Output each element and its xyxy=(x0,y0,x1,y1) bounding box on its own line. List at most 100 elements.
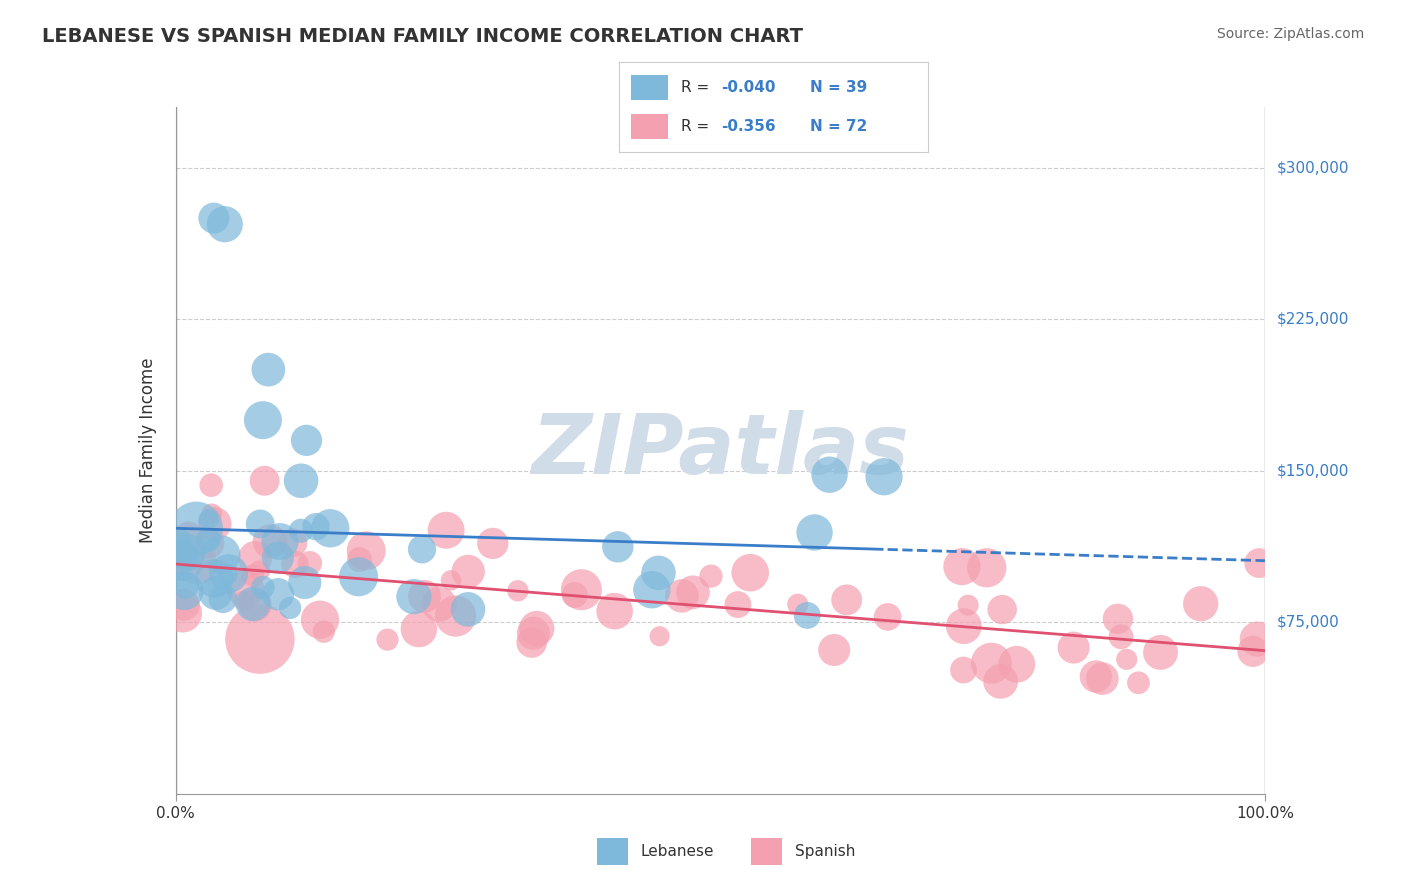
Text: N = 72: N = 72 xyxy=(810,120,868,134)
Point xyxy=(1149,645,1171,659)
Point xyxy=(1063,640,1085,655)
Point xyxy=(440,574,463,588)
Point xyxy=(876,610,898,624)
Point xyxy=(991,602,1014,616)
Point xyxy=(727,598,749,612)
Point xyxy=(252,413,274,427)
Y-axis label: Median Family Income: Median Family Income xyxy=(139,358,157,543)
Point xyxy=(990,674,1012,689)
Point xyxy=(176,545,198,559)
Point xyxy=(950,559,973,574)
FancyBboxPatch shape xyxy=(631,75,668,100)
Text: -0.356: -0.356 xyxy=(721,120,775,134)
Point xyxy=(952,663,974,677)
Point xyxy=(606,540,628,554)
Point xyxy=(402,590,425,604)
Point xyxy=(671,589,693,603)
Point xyxy=(243,551,266,566)
Text: $150,000: $150,000 xyxy=(1277,463,1348,478)
Point xyxy=(1189,597,1212,611)
Point xyxy=(278,601,301,615)
Text: Source: ZipAtlas.com: Source: ZipAtlas.com xyxy=(1216,27,1364,41)
Point xyxy=(1091,672,1114,686)
Point xyxy=(186,558,208,572)
Text: Spanish: Spanish xyxy=(794,845,855,859)
Text: N = 39: N = 39 xyxy=(810,80,868,95)
Text: -0.040: -0.040 xyxy=(721,80,775,95)
Point xyxy=(411,542,433,557)
Point xyxy=(1109,630,1132,644)
Point xyxy=(290,524,312,538)
Point xyxy=(818,467,841,482)
Point xyxy=(284,558,307,572)
Point xyxy=(506,583,529,598)
Point xyxy=(186,521,208,535)
Point xyxy=(319,521,342,535)
Point xyxy=(312,624,335,639)
Point xyxy=(444,609,467,624)
Point xyxy=(197,533,219,547)
Point xyxy=(166,534,188,549)
Point xyxy=(257,362,280,376)
Point xyxy=(481,536,503,550)
Point xyxy=(204,516,226,531)
Text: LEBANESE VS SPANISH MEDIAN FAMILY INCOME CORRELATION CHART: LEBANESE VS SPANISH MEDIAN FAMILY INCOME… xyxy=(42,27,803,45)
Point xyxy=(173,555,195,569)
Point xyxy=(522,626,544,640)
Text: $300,000: $300,000 xyxy=(1277,161,1348,175)
Point xyxy=(233,582,256,596)
Point xyxy=(177,528,200,542)
FancyBboxPatch shape xyxy=(631,114,668,139)
Point xyxy=(305,519,328,533)
Point xyxy=(647,566,669,580)
Point xyxy=(173,583,195,598)
Point xyxy=(648,629,671,643)
Point xyxy=(245,598,267,612)
Point xyxy=(253,474,276,488)
Point xyxy=(835,593,858,607)
Point xyxy=(349,552,371,566)
Point xyxy=(796,608,818,623)
Point xyxy=(249,516,271,531)
Point xyxy=(953,619,976,633)
Point xyxy=(294,575,316,590)
Point xyxy=(309,613,332,627)
Point xyxy=(434,523,457,537)
Point xyxy=(347,570,370,584)
Point xyxy=(571,582,593,597)
Point xyxy=(457,565,479,579)
FancyBboxPatch shape xyxy=(596,838,627,865)
Point xyxy=(1249,556,1271,570)
Point xyxy=(267,587,290,601)
Text: $75,000: $75,000 xyxy=(1277,615,1340,630)
Point xyxy=(290,474,312,488)
Point xyxy=(269,534,291,549)
Point xyxy=(217,567,239,582)
Point xyxy=(980,656,1002,670)
Point xyxy=(408,622,430,636)
Point xyxy=(197,512,219,526)
Point xyxy=(457,602,479,616)
Point xyxy=(204,586,226,600)
Point xyxy=(682,585,704,599)
Point xyxy=(201,507,224,521)
Point xyxy=(198,536,221,550)
Point xyxy=(740,566,762,580)
Point xyxy=(1128,675,1150,690)
Point xyxy=(354,543,377,558)
Point xyxy=(249,564,271,578)
Point xyxy=(218,566,240,581)
Point xyxy=(413,590,436,604)
Point xyxy=(564,588,586,602)
Text: R =: R = xyxy=(681,120,714,134)
Point xyxy=(1115,652,1137,666)
Point xyxy=(1107,612,1129,626)
Point xyxy=(209,548,232,562)
Point xyxy=(957,598,980,612)
Point xyxy=(242,568,264,582)
Point xyxy=(873,469,896,483)
Point xyxy=(603,604,626,618)
Point xyxy=(520,635,543,649)
Point xyxy=(281,536,304,550)
FancyBboxPatch shape xyxy=(751,838,782,865)
